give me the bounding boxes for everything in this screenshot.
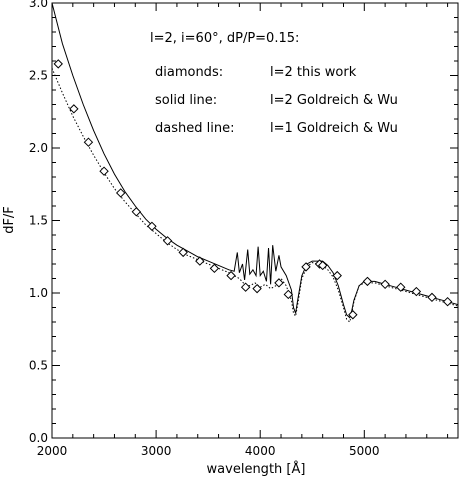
y-tick-label: 2.5: [29, 69, 48, 83]
y-tick-label: 1.0: [29, 286, 48, 300]
axis-tick-labels: 2000 3000 4000 5000 0.0 0.5 1.0 1.5 2.0 2.5 3.0: [29, 0, 380, 458]
diamond-marker: [162, 236, 173, 246]
y-tick-label: 3.0: [29, 0, 48, 10]
diamond-marker: [411, 286, 422, 297]
diamond-marker: [332, 270, 342, 281]
x-tick-label: 2000: [37, 444, 68, 458]
annotation-solid-desc: l=2 Goldreich & Wu: [270, 93, 398, 108]
x-axis-title: wavelength [Å]: [207, 461, 306, 477]
diamond-marker: [301, 262, 311, 272]
diamond-marker: [83, 137, 94, 147]
x-tick-label: 4000: [245, 444, 276, 458]
diamond-marker: [442, 296, 453, 307]
diamond-marker: [209, 263, 220, 274]
diamond-marker: [348, 310, 358, 320]
diamond-marker: [362, 276, 373, 287]
annotation-diamonds-desc: l=2 this work: [270, 65, 357, 80]
y-tick-label: 2.0: [29, 141, 48, 155]
solid-line-series: [52, 3, 458, 319]
diamond-marker: [240, 282, 251, 292]
diamond-marker: [178, 247, 188, 258]
y-axis-title: dF/F: [2, 206, 17, 234]
series-layer: [52, 3, 458, 323]
diamond-marker: [195, 256, 205, 266]
diamond-marker: [252, 283, 262, 294]
diamond-marker: [427, 292, 437, 303]
diamond-marker: [53, 59, 63, 69]
x-tick-label: 5000: [349, 444, 380, 458]
diamond-marker: [380, 279, 390, 290]
annotation-solid-key: solid line:: [155, 93, 217, 108]
annotation-block: l=2, i=60°, dP/P=0.15: diamonds: l=2 thi…: [150, 31, 398, 136]
y-tick-label: 0.0: [29, 431, 48, 445]
annotation-dashed-desc: l=1 Goldreich & Wu: [270, 121, 398, 136]
diamond-marker: [99, 166, 109, 176]
diamond-marker: [116, 188, 126, 198]
diamond-marker: [283, 289, 294, 300]
diamond-marker: [274, 278, 284, 288]
diamond-marker: [69, 104, 79, 114]
annotation-header: l=2, i=60°, dP/P=0.15:: [150, 31, 299, 46]
annotation-dashed-key: dashed line:: [155, 121, 234, 136]
diamond-marker: [131, 207, 142, 217]
y-tick-label: 1.5: [29, 214, 48, 228]
y-tick-label: 0.5: [29, 359, 48, 373]
diamond-marker: [396, 282, 406, 292]
diamond-marker: [147, 221, 157, 232]
annotation-diamonds-key: diamonds:: [155, 65, 223, 80]
x-tick-label: 3000: [141, 444, 172, 458]
diamond-marker: [317, 260, 328, 271]
axis-ticks: [51, 2, 458, 439]
diamond-marker: [226, 270, 236, 281]
plot-frame: [51, 2, 459, 439]
